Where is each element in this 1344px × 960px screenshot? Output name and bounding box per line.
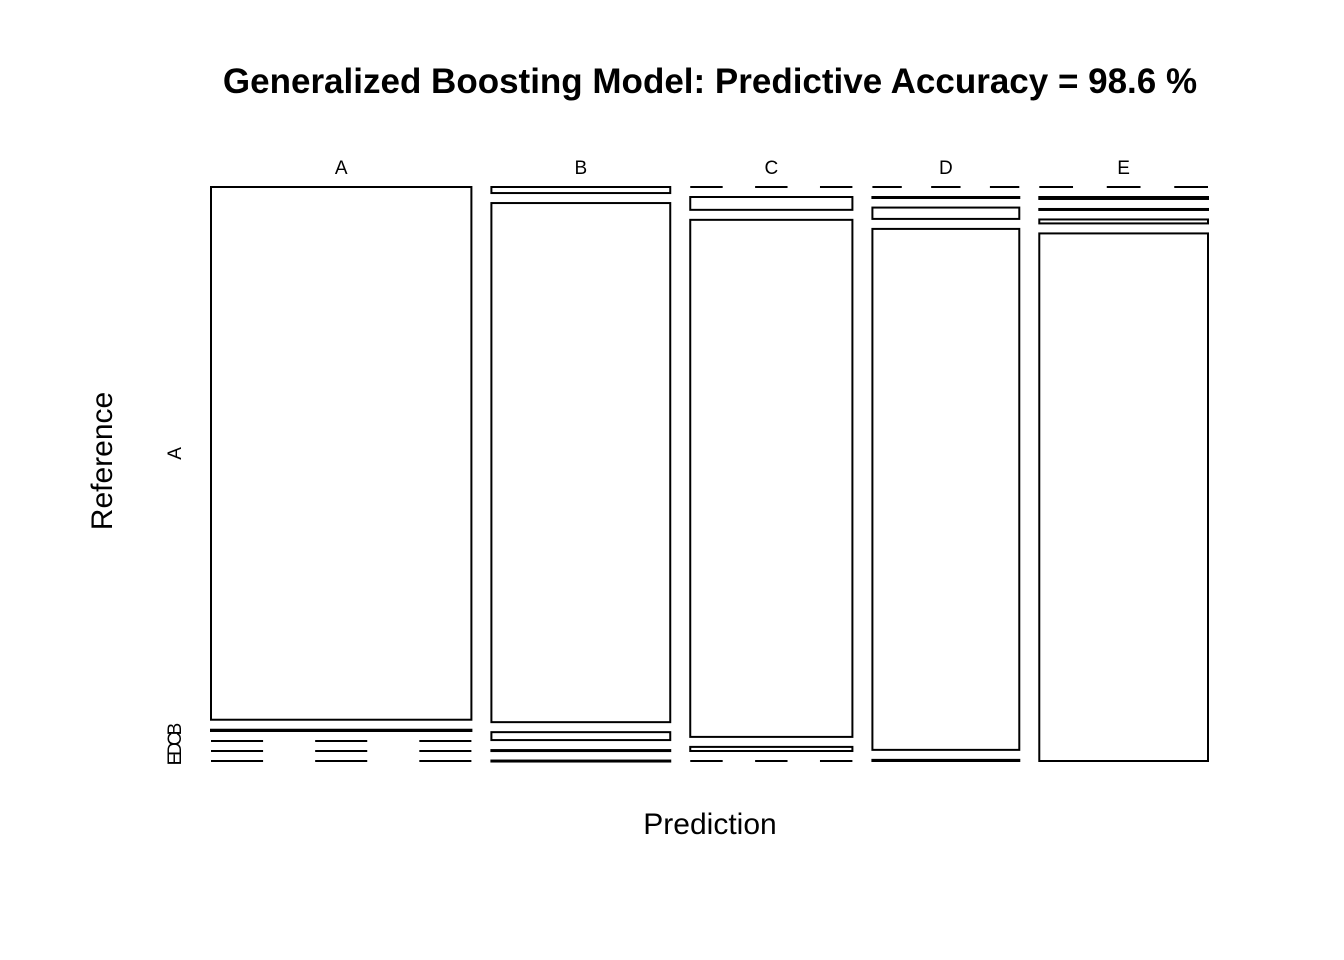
- mosaic-cell-c-c: [689, 218, 854, 738]
- mosaic-cells: [210, 186, 1209, 763]
- x-tick-label-c: C: [764, 158, 778, 179]
- mosaic-cell-a-b: [210, 728, 473, 732]
- x-tick-label-a: A: [335, 158, 348, 179]
- mosaic-cell-d-d: [871, 227, 1021, 751]
- mosaic-cell-e-e: [1038, 232, 1209, 762]
- mosaic-cell-e-b: [1038, 196, 1209, 200]
- mosaic-cell-c-d: [689, 745, 854, 753]
- y-tick-label-a: A: [165, 447, 186, 460]
- mosaic-cell-d-b: [871, 196, 1021, 199]
- y-tick-label-e: E: [165, 753, 186, 766]
- mosaic-cell-c-b: [689, 196, 854, 211]
- mosaic-cell-e-d: [1038, 218, 1209, 225]
- mosaic-cell-b-d: [490, 749, 672, 753]
- mosaic-cell-b-c: [490, 731, 672, 742]
- mosaic-cell-e-c: [1038, 207, 1209, 211]
- mosaic-cell-b-a: [490, 186, 672, 195]
- y-tick-label-d: D: [165, 742, 186, 756]
- mosaic-cell-b-e: [490, 759, 672, 763]
- x-tick-label-b: B: [574, 158, 587, 179]
- y-tick-label-b: B: [165, 723, 186, 736]
- mosaic-cell-a-a: [210, 186, 473, 721]
- chart-title: Generalized Boosting Model: Predictive A…: [223, 62, 1197, 101]
- mosaic-cell-b-b: [490, 202, 672, 724]
- x-tick-label-d: D: [939, 158, 953, 179]
- x-axis-label: Prediction: [643, 808, 776, 841]
- x-tick-labels: A B C D E: [335, 158, 1130, 179]
- mosaic-cell-d-e: [871, 758, 1021, 763]
- x-tick-label-e: E: [1117, 158, 1130, 179]
- y-tick-label-c: C: [165, 732, 186, 746]
- y-axis-label: Reference: [86, 392, 119, 530]
- mosaic-cell-d-c: [871, 206, 1021, 220]
